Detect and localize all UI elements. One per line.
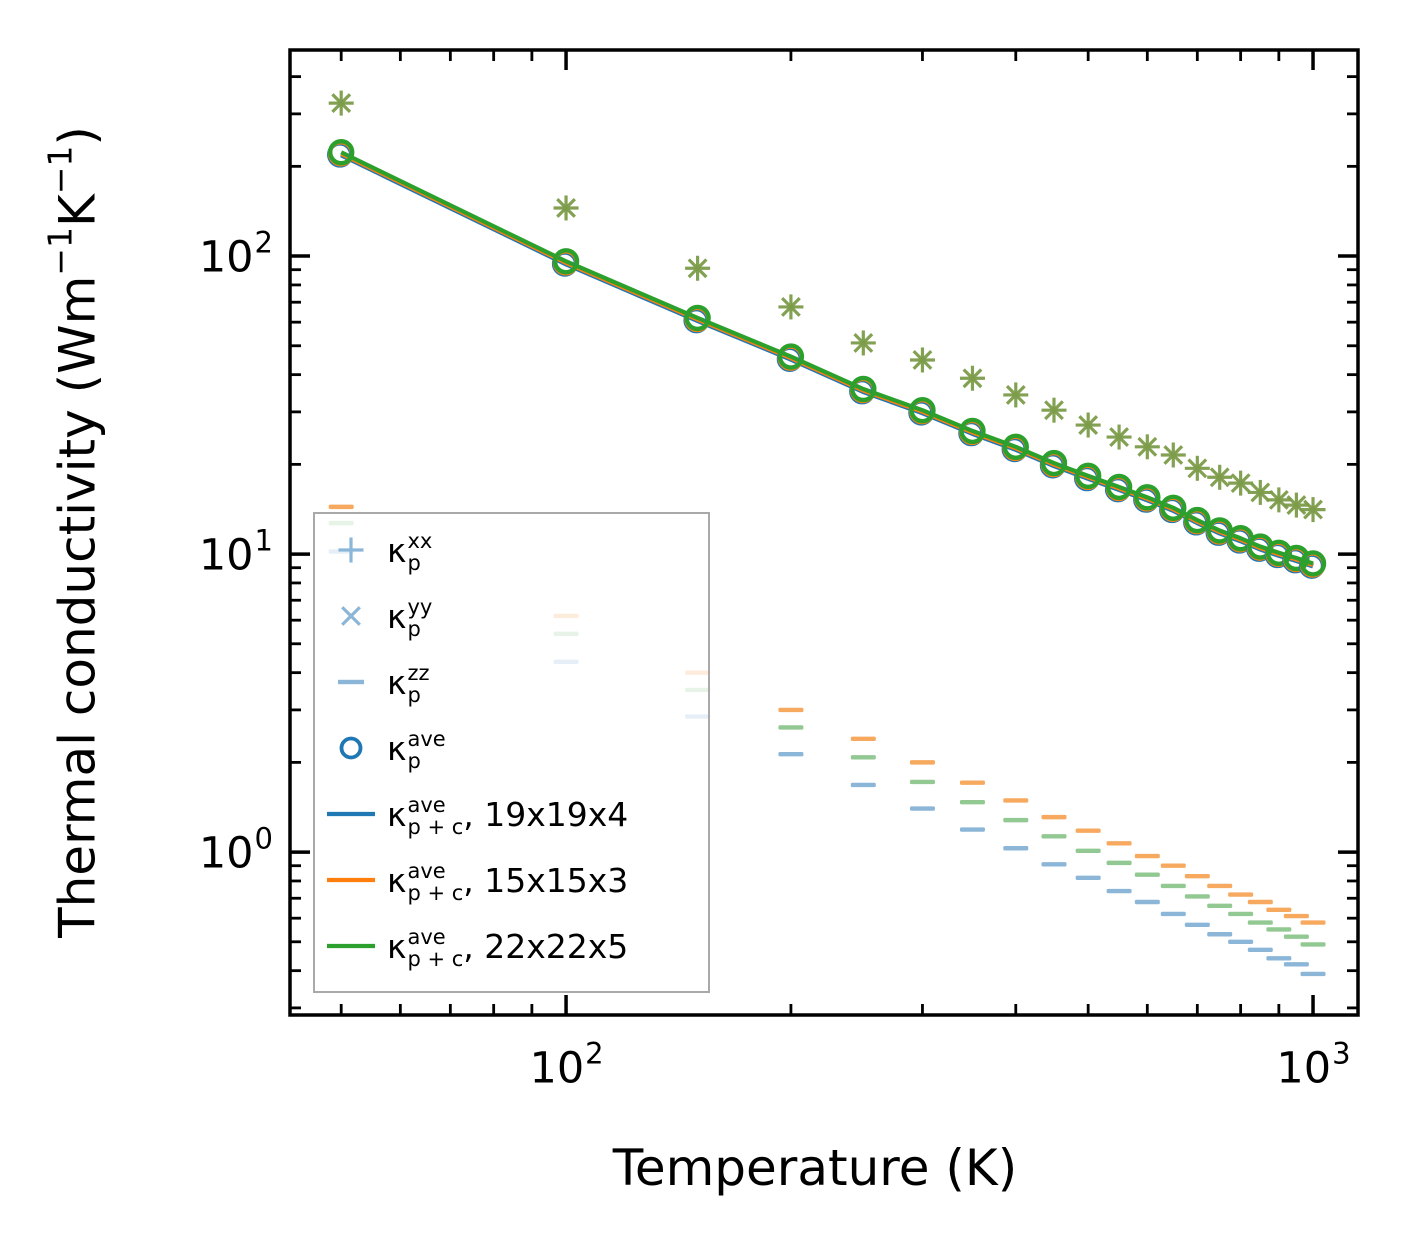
legend-entry: κ ave p + c, 22x22x5 — [315, 913, 708, 979]
circle-icon — [339, 736, 363, 760]
ticks — [290, 50, 1358, 1015]
x-tick-label: 103 — [1276, 1036, 1351, 1094]
legend-sample — [315, 725, 387, 771]
x-tick-label: 102 — [529, 1036, 604, 1094]
line-icon — [327, 943, 375, 949]
legend-sample — [315, 923, 387, 969]
legend-entry: κ zz p — [315, 649, 708, 715]
legend-entry: κ ave p + c, 15x15x3 — [315, 847, 708, 913]
legend-label: κ xx p — [387, 528, 433, 575]
legend-entry: κ ave p + c, 19x19x4 — [315, 781, 708, 847]
legend-entry: κ xx p — [315, 517, 708, 583]
series-kappa_p_zz_19x19x4 — [328, 549, 1326, 977]
legend: κ xx p κ yy p κ zz p κ ave p κ ave p + c, 19x19x4 κ ave p… — [313, 512, 710, 993]
x-icon — [341, 606, 361, 626]
legend-label: κ yy p — [387, 594, 433, 641]
legend-sample — [315, 791, 387, 837]
legend-sample — [315, 527, 387, 573]
series-kappa_pc_ave_15x15x3 — [340, 151, 1314, 567]
series-kappa_p_yy — [331, 93, 1323, 520]
plot-border — [288, 48, 1360, 1017]
line-icon — [327, 877, 375, 883]
series-kappa_pc_ave_22x22x5 — [340, 150, 1314, 566]
y-tick-label: 100 — [198, 821, 273, 879]
legend-entry: κ ave p — [315, 715, 708, 781]
legend-sample — [315, 659, 387, 705]
legend-label: κ ave p + c, 22x22x5 — [387, 924, 629, 971]
series-kappa_p_ave — [326, 139, 1327, 579]
legend-label: κ ave p + c, 19x19x4 — [387, 792, 629, 839]
legend-label: κ ave p + c, 15x15x3 — [387, 858, 629, 905]
legend-sample — [315, 593, 387, 639]
dash-icon — [338, 679, 364, 685]
plus-icon — [338, 537, 364, 563]
legend-label: κ zz p — [387, 660, 430, 707]
legend-entry: κ yy p — [315, 583, 708, 649]
legend-label: κ ave p — [387, 726, 446, 773]
x-axis-label: Temperature (K) — [612, 1139, 1018, 1197]
y-tick-label: 102 — [198, 225, 273, 283]
line-icon — [327, 811, 375, 817]
legend-sample — [315, 857, 387, 903]
y-tick-label: 101 — [198, 523, 273, 581]
y-axis-label: Thermal conductivity (Wm−1K−1) — [40, 126, 107, 938]
